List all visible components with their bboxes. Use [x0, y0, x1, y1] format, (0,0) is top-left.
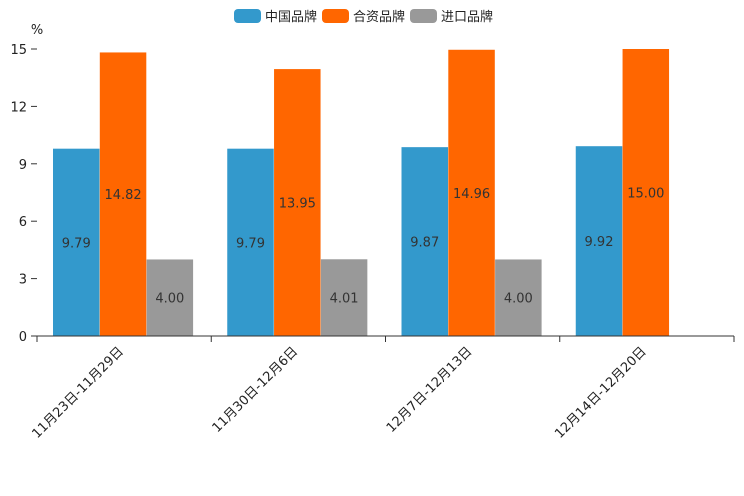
legend-swatch [322, 9, 349, 23]
x-tick-label: 12月7日-12月13日 [384, 344, 476, 436]
bars: 9.79 9.79 9.87 9.92 14.82 13.95 14.96 15.00 4.00… [53, 49, 670, 337]
x-axis: 11月23日-11月29日 11月30日-12月6日 12月7日-12月13日 12月… [29, 335, 735, 442]
legend-label: 进口品牌 [441, 9, 493, 25]
bar [274, 69, 321, 336]
data-label: 9.79 [236, 236, 265, 251]
data-label: 4.00 [155, 292, 184, 307]
bar [146, 259, 194, 336]
bar [622, 49, 670, 336]
bar [53, 148, 100, 336]
data-label: 9.92 [585, 235, 614, 250]
y-tick-label: 15 [10, 43, 27, 58]
y-axis-unit-label: % [31, 23, 43, 38]
y-tick-label: 12 [10, 100, 27, 115]
data-label: 14.96 [453, 187, 490, 202]
legend: 中国品牌 合资品牌 进口品牌 [234, 9, 493, 25]
data-label: 9.87 [410, 236, 439, 251]
x-tick-label: 11月30日-12月6日 [210, 344, 302, 436]
y-tick-label: 9 [19, 158, 27, 173]
data-label: 15.00 [627, 187, 664, 202]
data-label: 9.79 [62, 236, 91, 251]
legend-swatch [234, 9, 261, 23]
bar [227, 148, 274, 336]
data-label: 13.95 [279, 197, 316, 212]
y-tick-label: 0 [19, 330, 27, 345]
legend-swatch [410, 9, 437, 23]
y-axis: 0 3 6 9 12 15 [10, 43, 37, 345]
legend-label: 中国品牌 [265, 9, 317, 25]
y-tick-label: 6 [19, 215, 27, 230]
bar [320, 259, 368, 336]
x-tick-label: 12月14日-12月20日 [552, 344, 649, 441]
data-label: 4.00 [504, 292, 533, 307]
y-tick-label: 3 [19, 273, 27, 288]
x-tick-label: 11月23日-11月29日 [29, 344, 126, 441]
data-label: 14.82 [104, 188, 141, 203]
bar [401, 147, 448, 336]
bar [575, 146, 623, 336]
data-label: 4.01 [330, 292, 359, 307]
bar [495, 259, 542, 336]
bar [448, 49, 495, 337]
bar [99, 52, 147, 336]
legend-label: 合资品牌 [353, 9, 405, 25]
